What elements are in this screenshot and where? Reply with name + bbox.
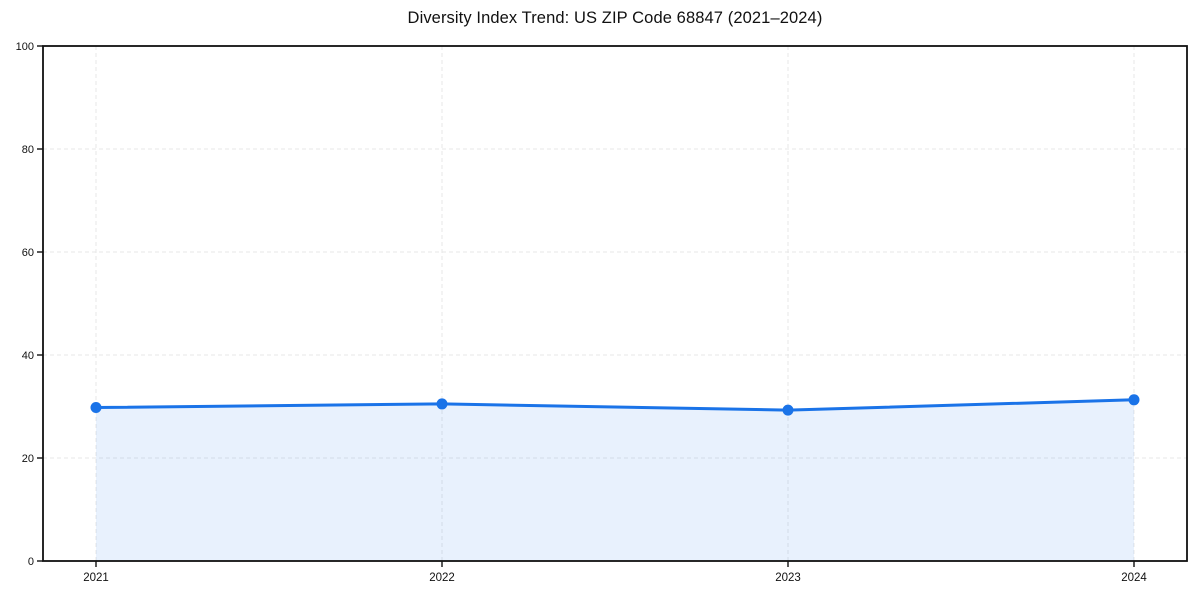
x-tick-label: 2022 — [429, 572, 455, 584]
y-tick-label: 100 — [16, 41, 34, 53]
area-fill — [96, 399, 1134, 561]
plot-frame — [42, 45, 1188, 562]
chart-title: Diversity Index Trend: US ZIP Code 68847… — [407, 9, 823, 27]
trend-line — [94, 398, 1136, 412]
x-tick-label: 2024 — [1121, 572, 1147, 584]
x-tick-label: 2023 — [775, 572, 801, 584]
data-point-2022 — [436, 398, 448, 410]
x-tick-label: 2021 — [83, 572, 109, 584]
y-tick-label: 40 — [22, 350, 34, 362]
y-tick-label: 20 — [22, 453, 34, 465]
y-tick-label: 60 — [22, 247, 34, 259]
data-point-2023 — [782, 404, 794, 416]
y-tick-label: 0 — [28, 556, 34, 568]
data-point-2021 — [90, 402, 102, 414]
data-point-2024 — [1128, 394, 1140, 406]
y-tick-label: 80 — [22, 144, 34, 156]
